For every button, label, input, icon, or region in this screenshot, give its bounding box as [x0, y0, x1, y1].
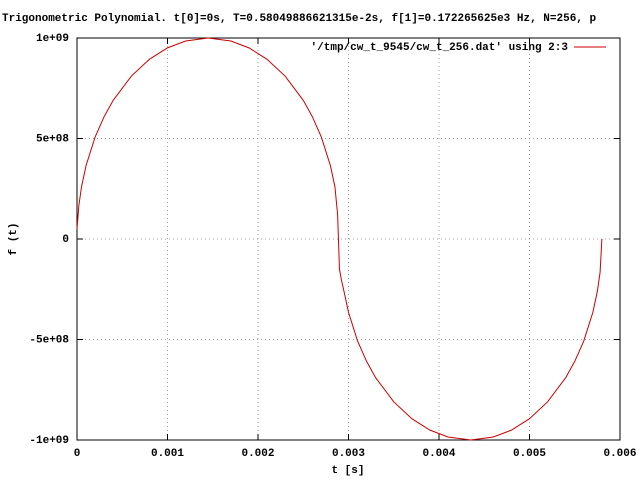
legend-label: '/tmp/cw_t_9545/cw_t_256.dat' using 2:3: [311, 42, 569, 54]
y-tick-label: -5e+08: [29, 334, 69, 346]
x-tick-label: 0.002: [241, 448, 274, 460]
chart-title: Trigonometric Polynomial. t[0]=0s, T=0.5…: [2, 13, 596, 25]
y-tick-label: 1e+09: [36, 33, 69, 45]
x-tick-label: 0.004: [422, 448, 455, 460]
y-axis-label: f (t): [8, 222, 20, 255]
y-tick-label: 0: [62, 234, 69, 246]
x-tick-label: 0.006: [603, 448, 636, 460]
data-line: [76, 37, 603, 441]
x-tick-label: 0: [74, 448, 81, 460]
x-tick-label: 0.001: [151, 448, 184, 460]
x-tick-label: 0.003: [332, 448, 365, 460]
plot-border: [76, 37, 621, 441]
y-tick-label: -1e+09: [29, 435, 69, 447]
y-tick-label: 5e+08: [36, 133, 69, 145]
x-tick-label: 0.005: [513, 448, 546, 460]
x-axis-label: t [s]: [331, 465, 364, 477]
